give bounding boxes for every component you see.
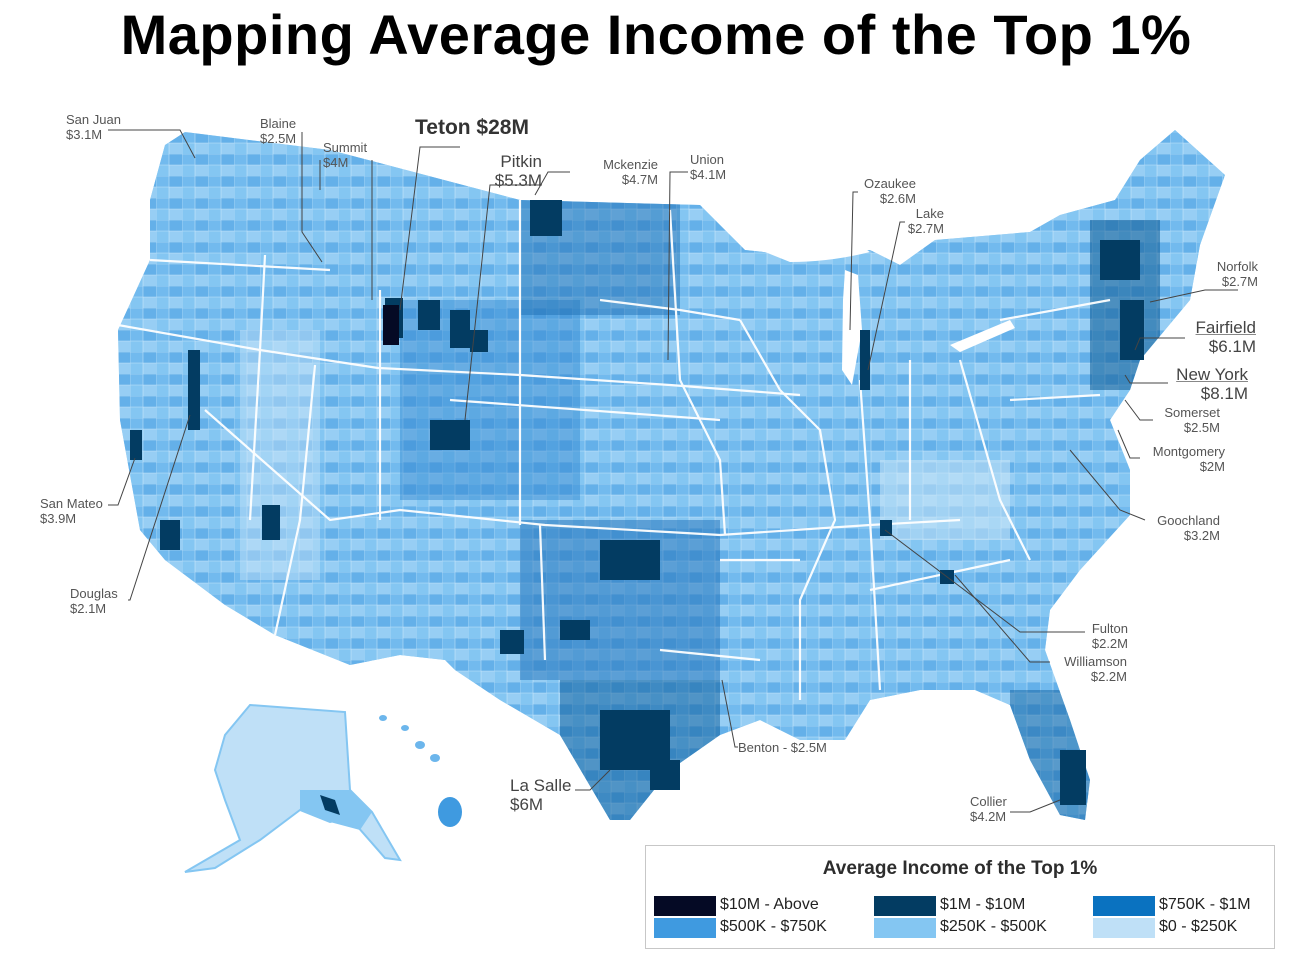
- lake-erie: [950, 320, 1015, 352]
- callout-value: $3.9M: [40, 511, 77, 526]
- callout-text: Benton - $2.5M: [738, 740, 827, 755]
- callout-union: Union $4.1M: [690, 152, 726, 182]
- legend-label: $0 - $250K: [1159, 918, 1238, 935]
- callout-name: Ozaukee: [863, 176, 916, 191]
- callout-ozaukee: Ozaukee $2.6M: [850, 176, 916, 206]
- legend-swatch: [874, 918, 936, 938]
- callout-pitkin: Pitkin $5.3M: [480, 152, 542, 190]
- callout-name: Mckenzie: [603, 157, 658, 172]
- legend-label: $500K - $750K: [720, 918, 827, 935]
- legend-label: $250K - $500K: [940, 918, 1047, 935]
- callout-leader-lines: [108, 129, 1238, 813]
- callout-fairfield: Fairfield $6.1M: [1180, 318, 1256, 356]
- legend-title: Average Income of the Top 1%: [822, 858, 1098, 879]
- teton-county: [383, 305, 399, 345]
- callout-value: $8.1M: [1200, 384, 1248, 403]
- callout-name: Douglas: [70, 586, 118, 601]
- callout-name: Union: [690, 152, 724, 167]
- callout-name: San Juan: [66, 112, 121, 127]
- callout-value: $4.2M: [970, 809, 1007, 824]
- callout-new-york: New York $8.1M: [1160, 365, 1248, 403]
- callout-value: $2.7M: [907, 221, 944, 236]
- lake-michigan: [842, 270, 862, 385]
- callout-value: $6M: [510, 795, 544, 814]
- callout-value: $2.7M: [1221, 274, 1258, 289]
- page-title: Mapping Average Income of the Top 1%: [120, 3, 1192, 66]
- high-income-counties: [130, 200, 1144, 805]
- callout-text: Teton $28M: [415, 116, 529, 139]
- callout-name: Norfolk: [1216, 259, 1258, 274]
- callout-name: Somerset: [1164, 405, 1220, 420]
- callout-value: $4M: [323, 155, 349, 170]
- callout-benton: Benton - $2.5M: [738, 740, 827, 755]
- callout-montgomery: Montgomery $2M: [1135, 444, 1225, 474]
- lake-superior: [760, 238, 870, 262]
- callout-value: $2.2M: [1090, 669, 1127, 684]
- alaska: [184, 703, 402, 873]
- callout-value: $2.5M: [260, 131, 297, 146]
- callout-value: $2.1M: [70, 601, 107, 616]
- callout-name: New York: [1176, 365, 1248, 384]
- callout-blaine: Blaine $2.5M: [260, 116, 296, 146]
- callout-teton: Teton $28M: [415, 116, 529, 140]
- callout-name: San Mateo: [40, 496, 103, 511]
- callout-value: $3.2M: [1183, 528, 1220, 543]
- callout-name: Blaine: [260, 116, 297, 131]
- callout-value: $4.7M: [621, 172, 658, 187]
- callout-norfolk: Norfolk $2.7M: [1200, 259, 1258, 289]
- callout-name: Fulton: [1091, 621, 1128, 636]
- callout-la-salle: La Salle $6M: [510, 776, 571, 814]
- callout-name: Goochland: [1157, 513, 1220, 528]
- legend-label: $1M - $10M: [940, 896, 1026, 913]
- legend-swatch: [654, 896, 716, 916]
- legend-label: $10M - Above: [720, 896, 819, 913]
- callout-name: La Salle: [510, 776, 572, 795]
- legend-swatch: [1093, 896, 1155, 916]
- callout-value: $4.1M: [690, 167, 727, 182]
- callout-williamson: Williamson $2.2M: [1045, 654, 1127, 684]
- legend: Average Income of the Top 1% $10M - Abov…: [645, 845, 1275, 949]
- callout-value: $2.5M: [1183, 420, 1220, 435]
- callout-name: Montgomery: [1152, 444, 1225, 459]
- callout-value: $2M: [1199, 459, 1225, 474]
- legend-swatch: [874, 896, 936, 916]
- callout-name: Pitkin: [500, 152, 542, 171]
- callout-value: $2.6M: [879, 191, 916, 206]
- callout-value: $6.1M: [1208, 337, 1256, 356]
- callout-value: $3.1M: [66, 127, 103, 142]
- callout-somerset: Somerset $2.5M: [1150, 405, 1220, 435]
- callout-mckenzie: Mckenzie $4.7M: [590, 157, 658, 187]
- callout-lake: Lake $2.7M: [900, 206, 944, 236]
- callout-name: Summit: [323, 140, 368, 155]
- hawaii: [379, 715, 462, 827]
- callout-douglas: Douglas $2.1M: [70, 586, 118, 616]
- callout-value: $5.3M: [494, 171, 542, 190]
- legend-swatch: [654, 918, 716, 938]
- callout-san-juan: San Juan $3.1M: [66, 112, 121, 142]
- callout-fulton: Fulton $2.2M: [1070, 621, 1128, 651]
- legend-label: $750K - $1M: [1159, 896, 1251, 913]
- callout-name: Collier: [970, 794, 1007, 809]
- callout-name: Fairfield: [1195, 318, 1256, 337]
- callout-collier: Collier $4.2M: [970, 794, 1007, 824]
- callout-name: Williamson: [1064, 654, 1127, 669]
- callout-value: $2.2M: [1091, 636, 1128, 651]
- callout-summit: Summit $4M: [323, 140, 367, 170]
- legend-swatch: [1093, 918, 1155, 938]
- callout-name: Lake: [915, 206, 944, 221]
- callout-goochland: Goochland $3.2M: [1140, 513, 1220, 543]
- callout-san-mateo: San Mateo $3.9M: [40, 496, 103, 526]
